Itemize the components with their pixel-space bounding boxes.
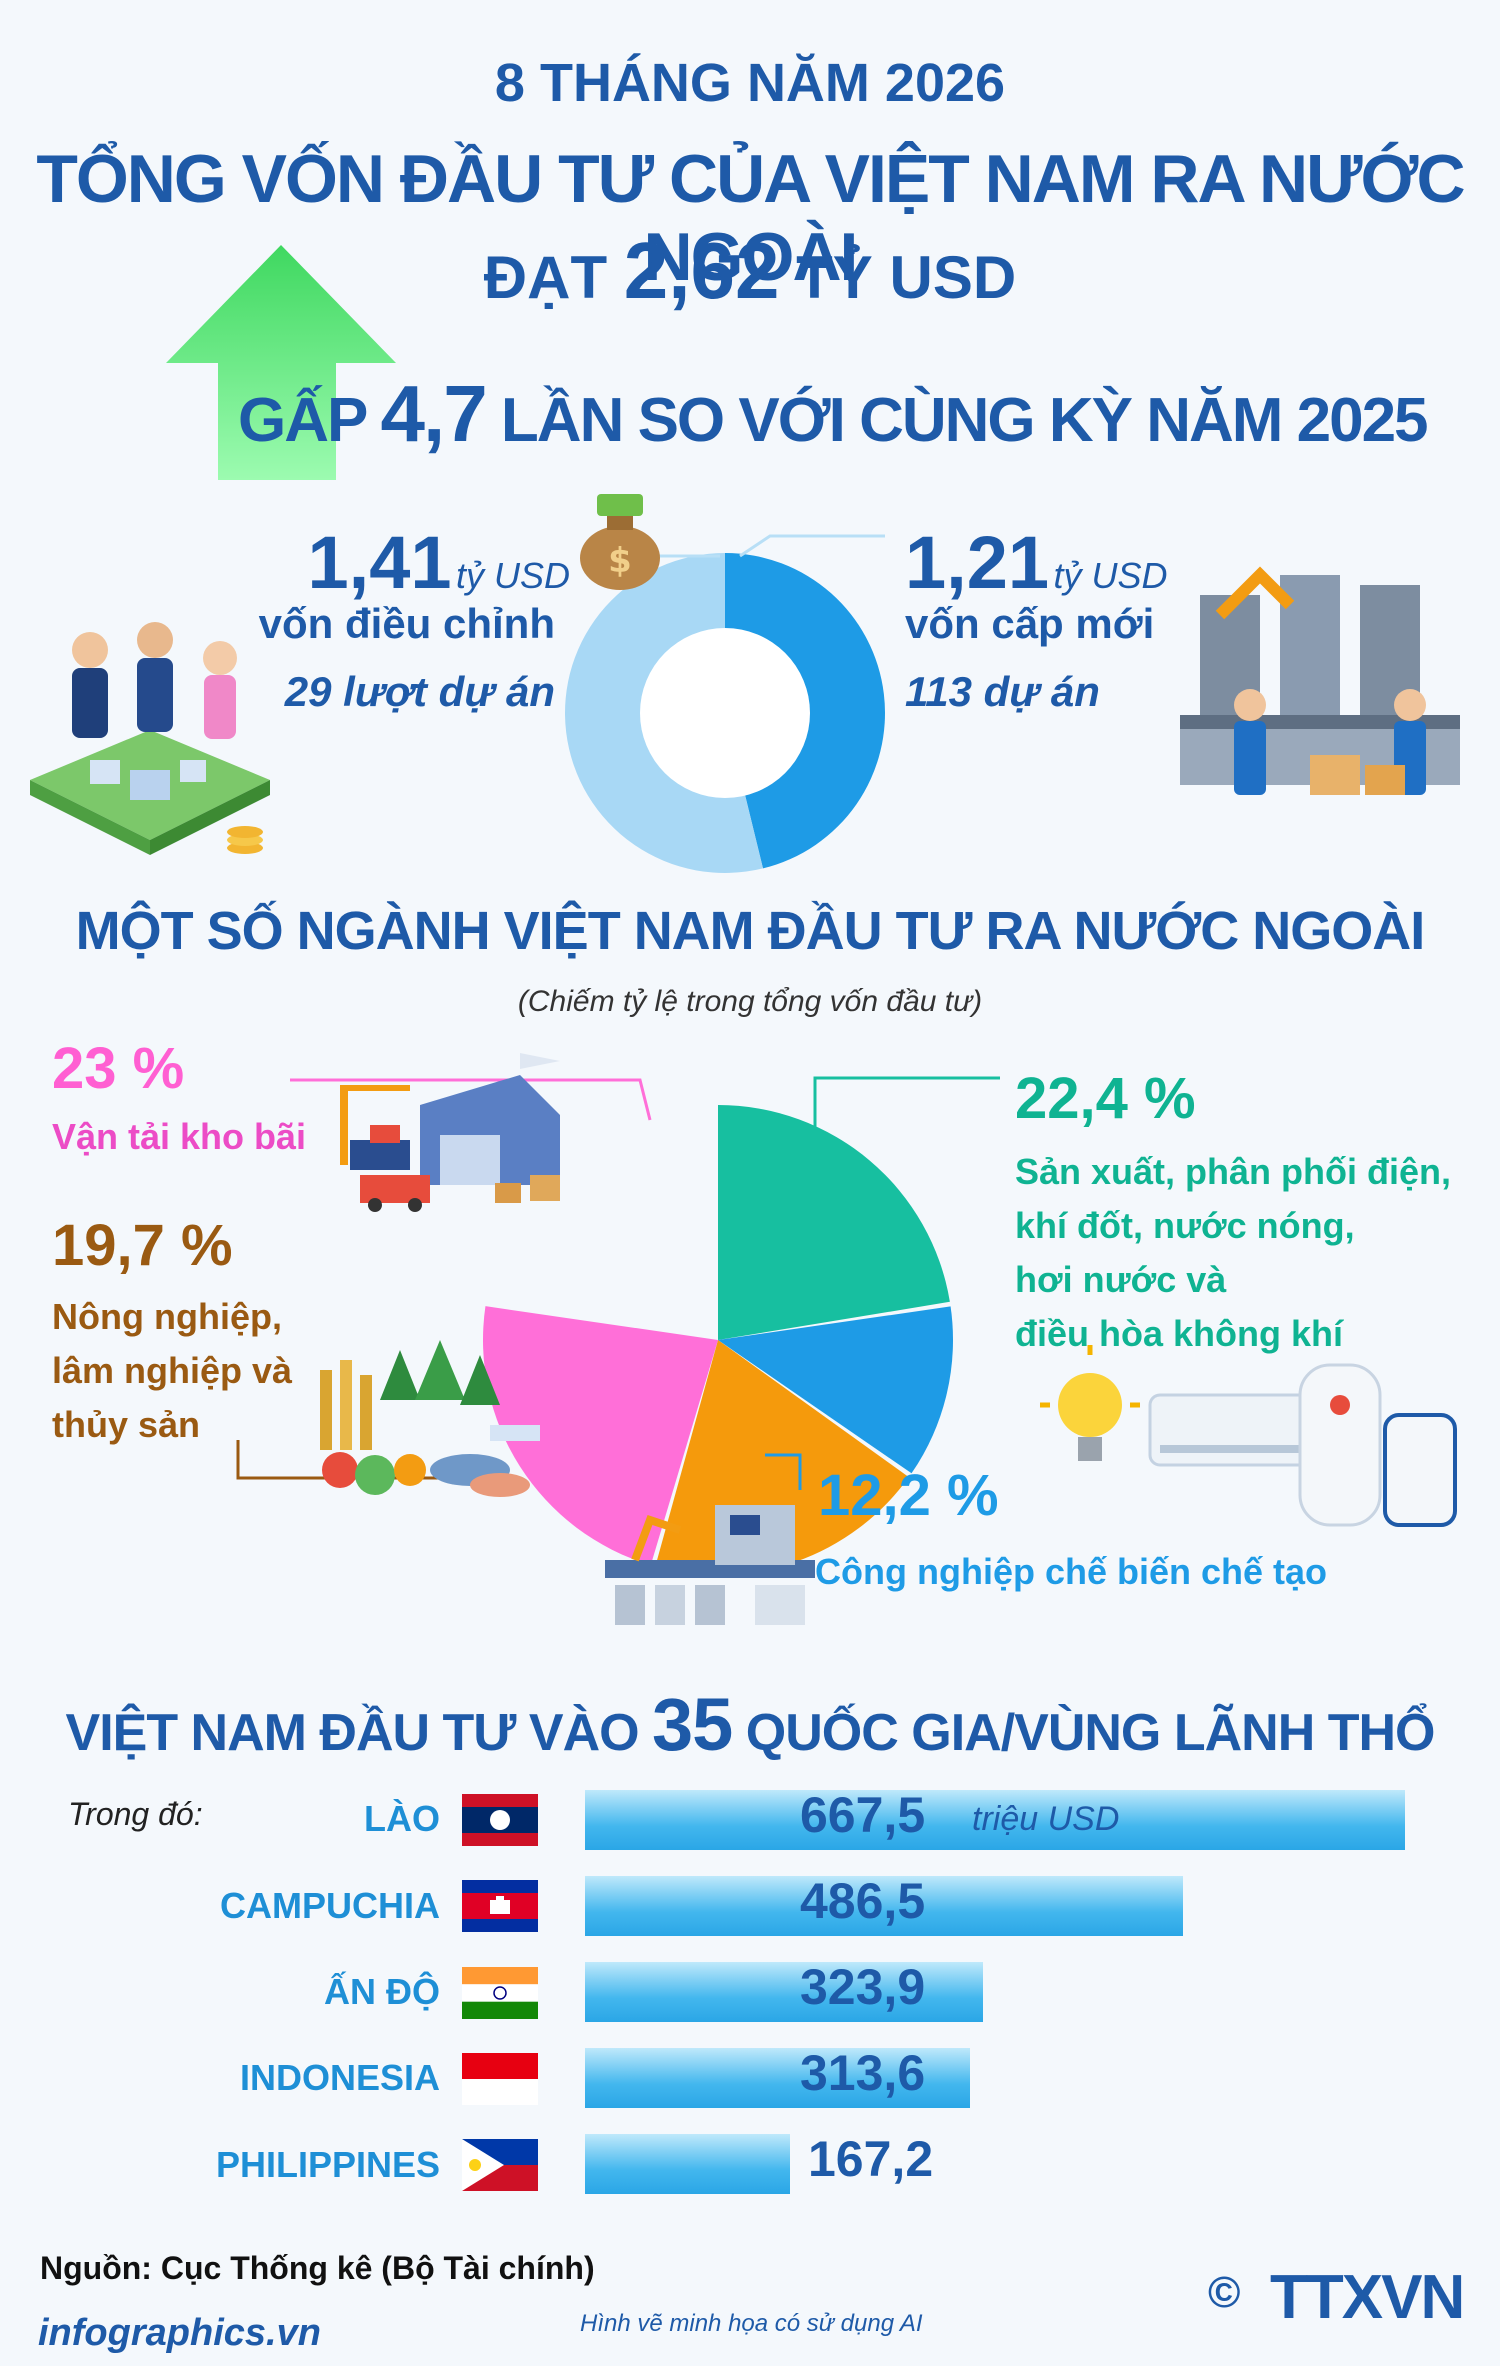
cambodia-flag-icon [462,1880,538,1932]
sector-agri-label: Nông nghiệp, lâm nghiệp và thủy sản [52,1290,292,1452]
countries-title: VIỆT NAM ĐẦU TƯ VÀO 35 QUỐC GIA/VÙNG LÃN… [0,1682,1500,1767]
site-link[interactable]: infographics.vn [38,2312,321,2354]
agency-logo: TTXVN [1270,2263,1465,2332]
bar-cambodia [585,1876,1183,1936]
bar-value-laos: 667,5 [800,1787,926,1843]
compare-value: 4,7 [380,369,487,458]
total-unit: TỶ USD [796,244,1017,311]
source-note: Nguồn: Cục Thống kê (Bộ Tài chính) [40,2250,595,2286]
new-block: 1,21 tỷ USD [905,520,1225,605]
sector-energy-line: khí đốt, nước nóng, [1015,1205,1355,1246]
pie-slice-industry [718,1306,953,1474]
new-projects: 113 dự án [905,668,1100,715]
sector-energy-pct: 22,4 % [1015,1066,1196,1131]
total-prefix: ĐẠT [483,244,608,311]
sector-energy-line: Sản xuất, phân phối điện, [1015,1151,1452,1192]
sector-industry-label: Công nghiệp chế biến chế tạo [815,1545,1327,1599]
countries-intro: Trong đó: [68,1796,203,1832]
country-name: LÀO [364,1798,440,1839]
ai-note: Hình vẽ minh họa có sử dụng AI [580,2310,923,2337]
sector-agri-pct: 19,7 % [52,1213,233,1278]
logistics-warehouse-illustration [340,1053,560,1212]
bar-value-india: 323,9 [800,1959,926,2015]
main-title: TỔNG VỐN ĐẦU TƯ CỦA VIỆT NAM RA NƯỚC NGO… [36,141,1465,295]
sector-transport-line: Vận tải kho bãi [52,1116,307,1157]
capital-donut-chart [565,553,886,873]
bar-india [585,1962,983,2022]
bar-indonesia [585,2048,970,2108]
philippines-flag-icon [462,2139,538,2191]
bar-unit: triệu USD [972,1800,1120,1838]
sector-transport-pct: 23 % [52,1036,185,1101]
new-label: vốn cấp mới [905,600,1155,647]
compare-line: GẤP 4,7 LẦN SO VỚI CÙNG KỲ NĂM 2025 [238,368,1429,460]
total-line: ĐẠT 2,62 TỶ USD [0,225,1500,317]
donut-hole [640,628,810,798]
bar-philippines [585,2134,790,2194]
adjusted-projects: 29 lượt dự án [284,668,555,715]
copyright-icon: © [1208,2268,1241,2317]
adjusted-label: vốn điều chỉnh [258,600,555,647]
pie-slice-transport [483,1306,718,1566]
sector-transport-label: Vận tải kho bãi [52,1110,306,1164]
up-arrow-icon [166,245,396,480]
adjusted-value: 1,41 [307,521,452,604]
sector-energy-line: hơi nước và [1015,1259,1227,1300]
countries-title-suffix: QUỐC GIA/VÙNG LÃNH THỔ [745,1704,1436,1762]
laos-flag-icon [462,1794,538,1846]
bar-value-cambodia: 486,5 [800,1873,926,1929]
countries-title-prefix: VIỆT NAM ĐẦU TƯ VÀO [65,1704,640,1762]
sector-energy-line: điều hòa không khí [1015,1313,1344,1354]
sectors-title: MỘT SỐ NGÀNH VIỆT NAM ĐẦU TƯ RA NƯỚC NGO… [75,901,1426,961]
pie-slice-energy [718,1105,950,1340]
country-name: ẤN ĐỘ [324,1971,440,2012]
sector-agri-line: Nông nghiệp, [52,1296,282,1337]
bar-value-philippines: 167,2 [808,2131,934,2187]
new-value: 1,21 [905,521,1050,604]
money-bag-icon: $ [580,494,660,590]
sectors-subtitle: (Chiếm tỷ lệ trong tổng vốn đầu tư) [517,985,983,1018]
compare-suffix: LẦN SO VỚI CÙNG KỲ NĂM 2025 [500,386,1429,455]
manufacturing-line-illustration [605,1505,815,1625]
indonesia-flag-icon [462,2053,538,2105]
sector-industry-pct: 12,2 % [818,1463,999,1528]
total-value: 2,62 [623,226,780,315]
business-team-illustration [30,622,270,855]
agriculture-illustration [320,1340,540,1497]
adjusted-block: 1,41 tỷ USD [285,520,571,605]
country-name: CAMPUCHIA [220,1885,440,1926]
bar-laos [585,1790,1405,1850]
country-name: PHILIPPINES [215,2144,440,2185]
adjusted-unit: tỷ USD [455,555,570,596]
svg-text:$: $ [608,541,632,581]
countries-count: 35 [652,1683,733,1766]
sector-energy-label: Sản xuất, phân phối điện, khí đốt, nước … [1015,1145,1451,1361]
sector-agri-line: lâm nghiệp và [52,1350,293,1391]
bar-value-indonesia: 313,6 [800,2045,926,2101]
sector-agri-line: thủy sản [52,1404,201,1445]
compare-prefix: GẤP [238,386,367,455]
india-flag-icon [462,1967,538,2019]
energy-appliances-illustration [1040,1345,1457,1527]
period-label: 8 THÁNG NĂM 2026 [494,53,1006,113]
country-name: INDONESIA [239,2057,440,2098]
factory-robots-illustration [1180,566,1460,795]
sector-industry-line: Công nghiệp chế biến chế tạo [815,1551,1328,1592]
new-unit: tỷ USD [1053,555,1168,596]
